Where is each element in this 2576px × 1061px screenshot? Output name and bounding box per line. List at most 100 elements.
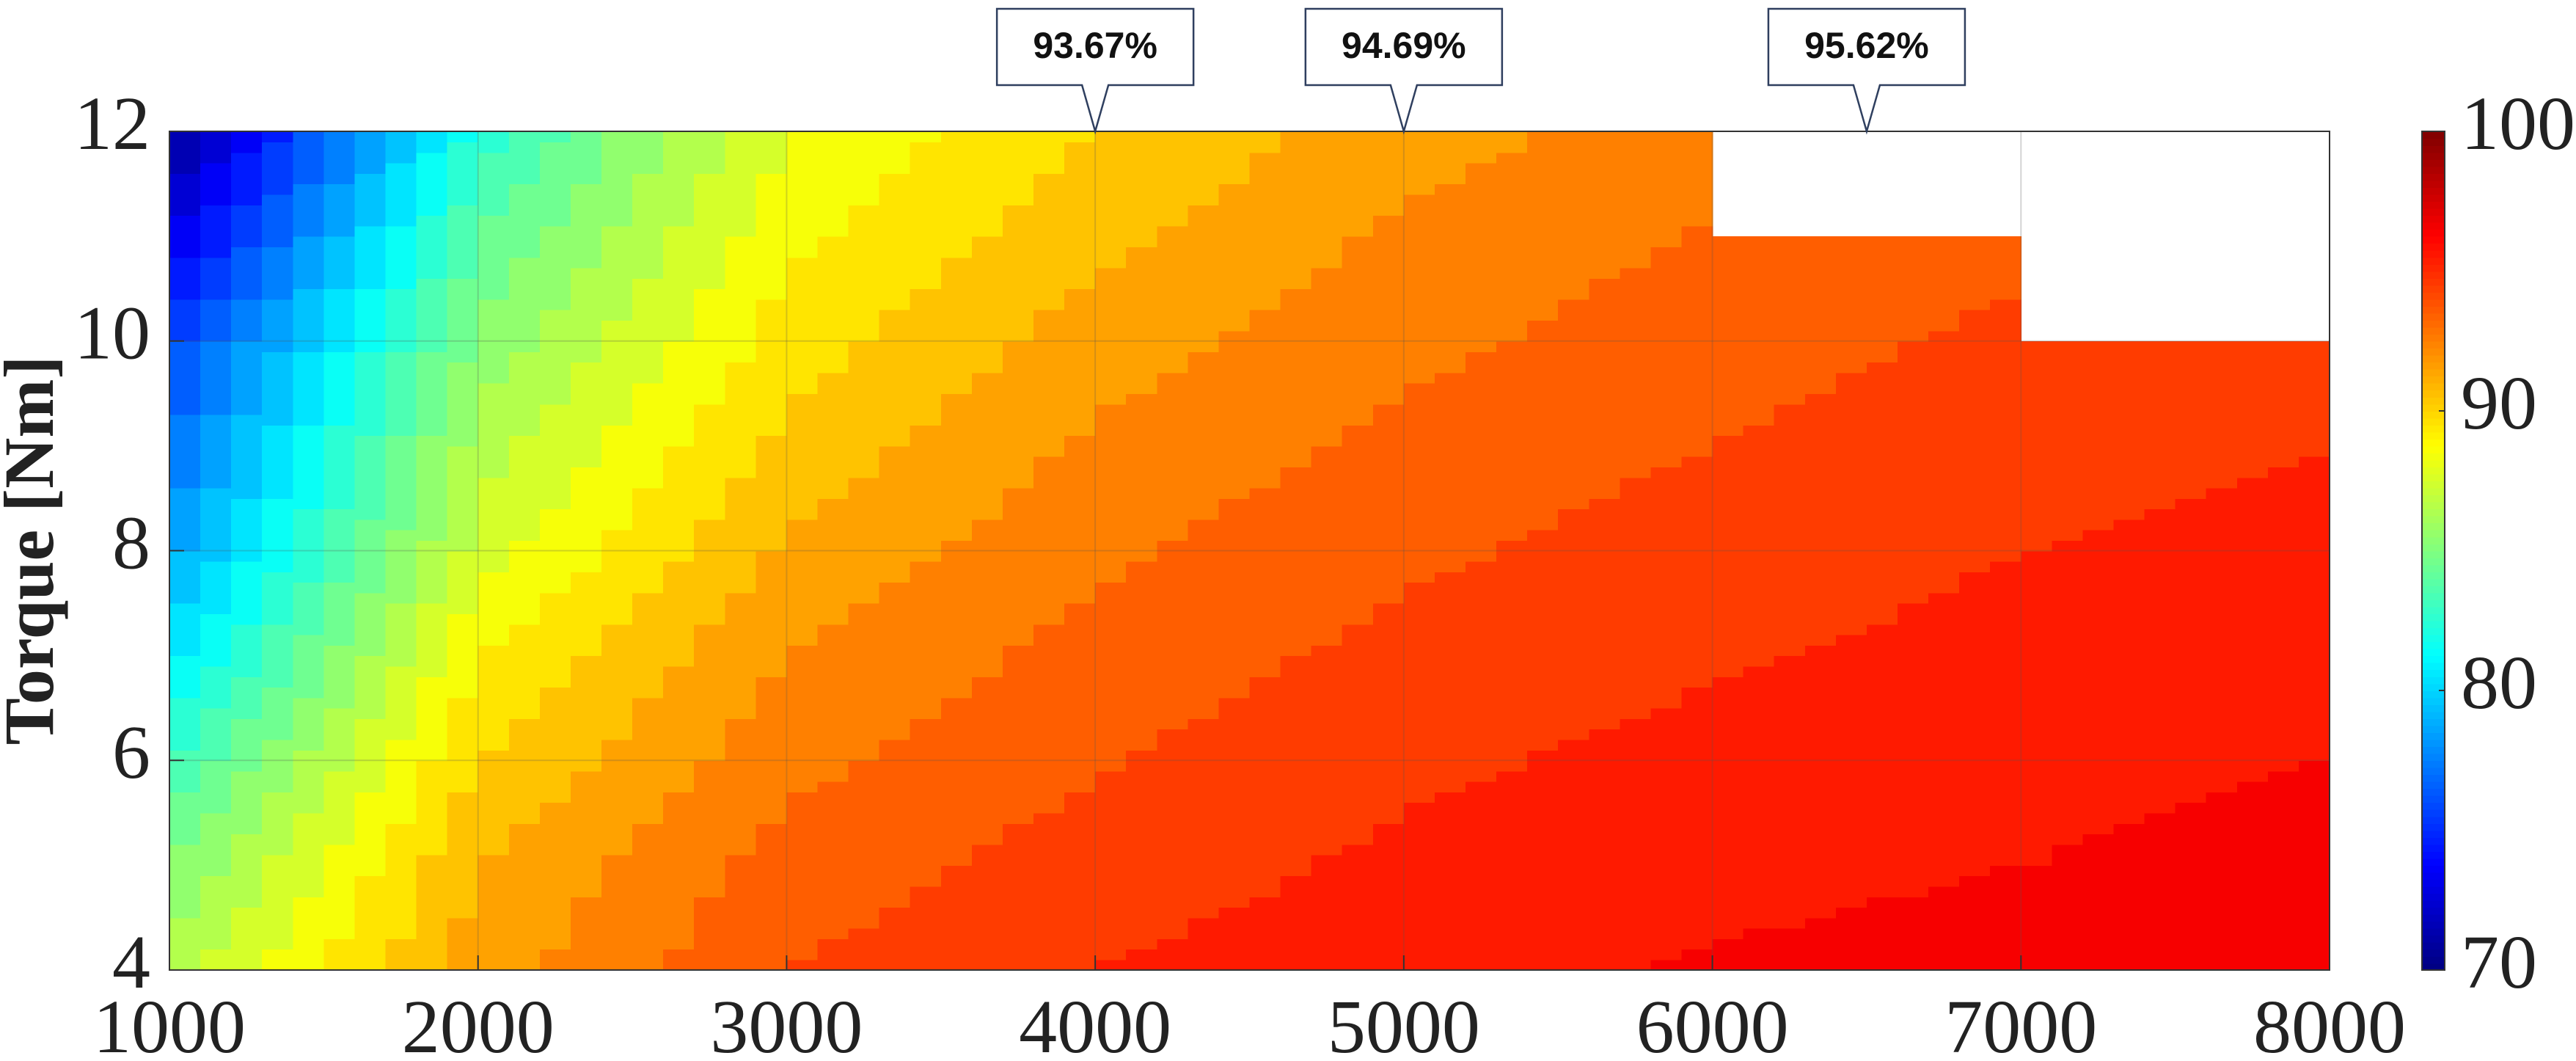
contour-cell (1218, 707, 1251, 719)
contour-cell (1466, 425, 1497, 437)
contour-cell (2021, 676, 2053, 688)
contour-cell (632, 131, 664, 143)
contour-cell (416, 183, 448, 195)
contour-cell (1650, 729, 1683, 740)
contour-cell (1002, 372, 1034, 384)
contour-cell (632, 236, 664, 247)
contour-cell (416, 561, 448, 572)
contour-cell (2113, 372, 2145, 384)
contour-cell (632, 267, 664, 279)
contour-cell (1280, 896, 1312, 908)
contour-cell (1311, 624, 1343, 635)
contour-cell (910, 781, 942, 792)
contour-cell (2267, 896, 2299, 908)
contour-cell (940, 487, 973, 499)
contour-cell (231, 781, 263, 792)
contour-cell (1095, 320, 1127, 332)
contour-cell (2052, 749, 2084, 762)
contour-cell (663, 320, 695, 332)
contour-cell (570, 152, 602, 164)
contour-cell (1928, 372, 1960, 384)
contour-cell (2267, 498, 2299, 510)
contour-cell (1681, 865, 1713, 877)
contour-cell (940, 666, 973, 677)
contour-cell (508, 582, 541, 594)
contour-cell (354, 330, 387, 342)
contour-cell (1527, 467, 1559, 478)
contour-cell (169, 225, 201, 237)
contour-cell (1095, 770, 1127, 782)
contour-cell (1342, 602, 1374, 615)
contour-cell (2021, 624, 2053, 635)
contour-cell (663, 875, 695, 887)
contour-cell (940, 299, 973, 310)
contour-cell (632, 907, 664, 919)
contour-cell (570, 707, 602, 719)
contour-cell (1589, 886, 1621, 897)
contour-cell (416, 865, 448, 877)
contour-cell (1959, 425, 1991, 437)
contour-cell (1064, 351, 1096, 363)
contour-cell (1558, 938, 1590, 950)
contour-cell (910, 707, 942, 719)
contour-cell (1558, 351, 1590, 363)
contour-cell (1403, 666, 1435, 677)
contour-cell (1249, 792, 1281, 803)
contour-cell (1434, 299, 1466, 310)
contour-cell (1959, 917, 1991, 929)
contour-cell (1434, 257, 1466, 269)
contour-cell (1681, 770, 1713, 782)
contour-cell (1959, 529, 1991, 542)
contour-cell (1311, 655, 1343, 667)
contour-cell (262, 425, 294, 437)
contour-cell (2052, 739, 2084, 751)
contour-cell (1095, 749, 1127, 762)
contour-cell (1002, 340, 1034, 352)
contour-cell (1466, 561, 1497, 572)
contour-cell (910, 602, 942, 615)
contour-cell (1835, 572, 1867, 583)
contour-cell (1126, 823, 1158, 835)
contour-cell (1249, 404, 1281, 415)
contour-cell (1620, 865, 1652, 877)
contour-cell (447, 645, 479, 657)
contour-cell (1589, 666, 1621, 677)
contour-cell (663, 550, 695, 562)
contour-cell (632, 896, 664, 908)
contour-cell (539, 907, 571, 919)
contour-cell (1650, 812, 1683, 824)
contour-cell (262, 666, 294, 677)
contour-cell (354, 676, 387, 688)
contour-cell (385, 886, 417, 897)
contour-cell (385, 676, 417, 688)
contour-cell (1033, 372, 1065, 384)
contour-cell (2236, 550, 2269, 562)
contour-cell (385, 917, 417, 929)
contour-cell (2267, 519, 2299, 530)
contour-cell (755, 760, 788, 772)
contour-cell (1558, 425, 1590, 437)
contour-cell (2206, 676, 2238, 688)
contour-cell (200, 205, 232, 216)
contour-cell (2021, 823, 2053, 835)
contour-cell (2144, 865, 2176, 877)
contour-cell (293, 288, 325, 300)
contour-cell (1990, 749, 2022, 762)
contour-cell (2082, 802, 2115, 814)
contour-cell (1434, 435, 1466, 447)
contour-cell (293, 602, 325, 615)
contour-cell (2267, 739, 2299, 751)
contour-cell (663, 362, 695, 373)
contour-cell (262, 152, 294, 164)
contour-cell (725, 613, 757, 625)
contour-cell (1095, 949, 1127, 960)
contour-cell (1188, 687, 1220, 699)
contour-cell (786, 823, 819, 835)
contour-cell (663, 247, 695, 258)
contour-cell (200, 225, 232, 237)
contour-cell (1866, 445, 1898, 457)
contour-cell (755, 257, 788, 269)
contour-cell (2021, 907, 2053, 919)
contour-cell (1434, 781, 1466, 792)
contour-cell (601, 865, 633, 877)
